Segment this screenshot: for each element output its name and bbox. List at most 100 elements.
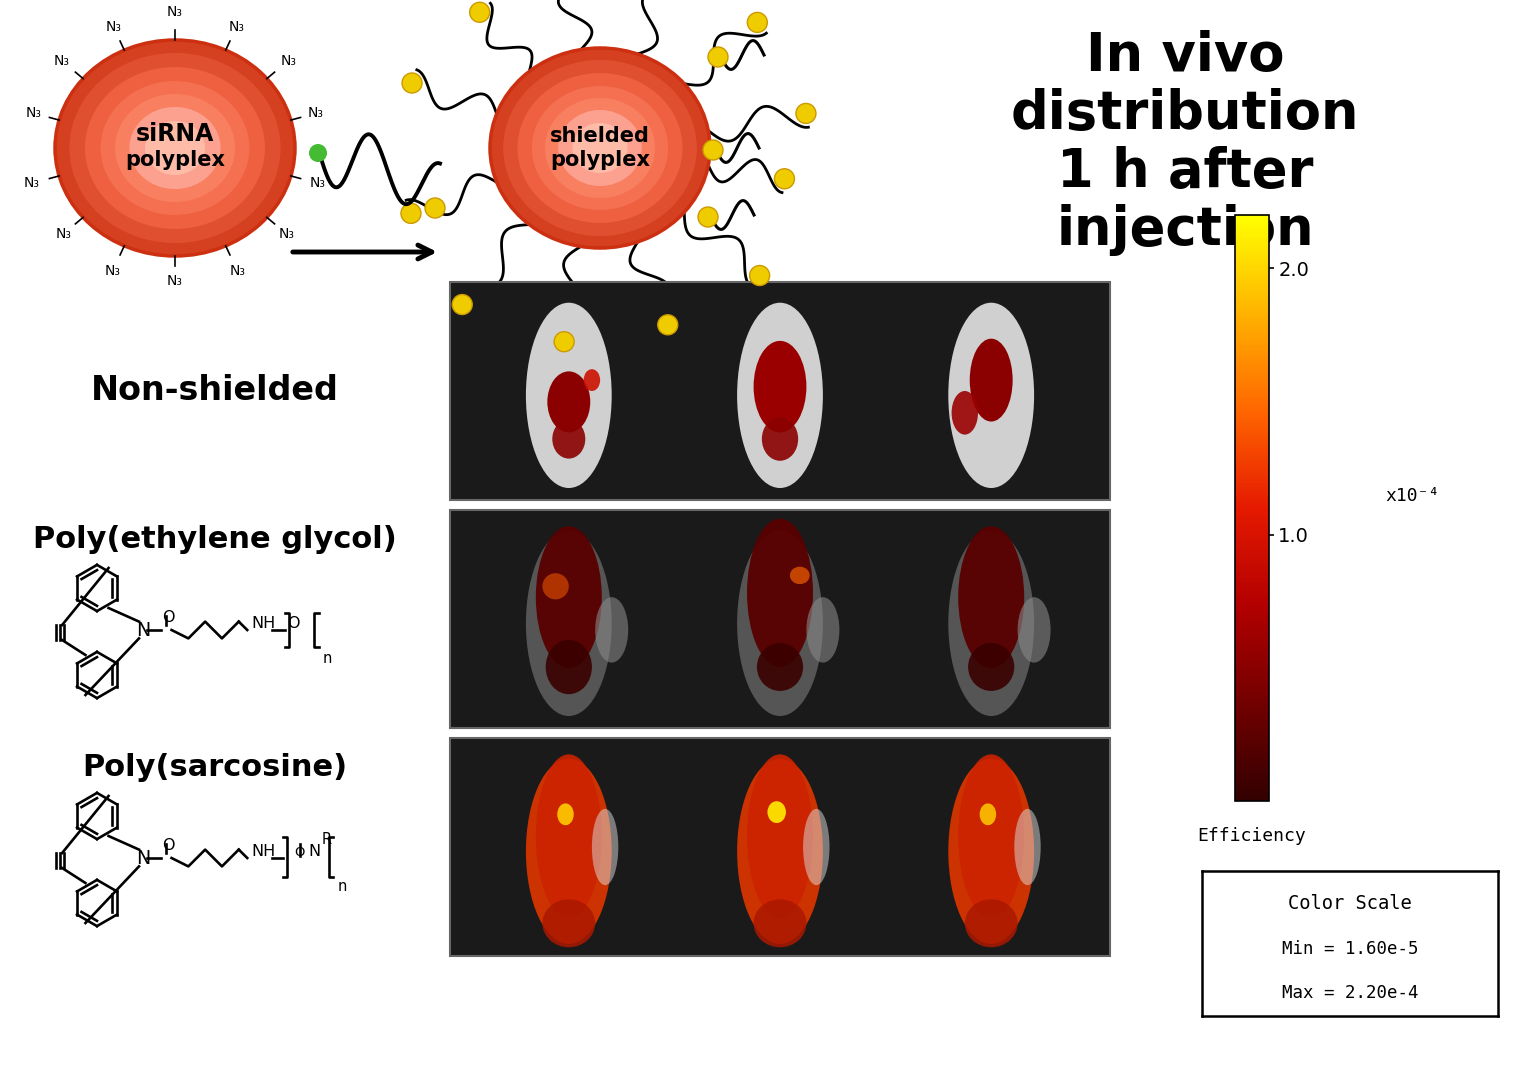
Ellipse shape — [764, 760, 797, 787]
Text: n: n — [338, 879, 347, 894]
Ellipse shape — [543, 573, 569, 600]
Text: N: N — [135, 620, 151, 640]
Circle shape — [698, 207, 718, 227]
Text: N₃: N₃ — [280, 54, 297, 68]
Ellipse shape — [948, 531, 1034, 716]
Ellipse shape — [543, 900, 595, 947]
Ellipse shape — [558, 110, 642, 186]
Ellipse shape — [1015, 808, 1040, 885]
Circle shape — [402, 203, 421, 224]
Text: N₃: N₃ — [278, 227, 295, 241]
Ellipse shape — [948, 303, 1034, 488]
Ellipse shape — [975, 532, 1008, 559]
Text: N₃: N₃ — [55, 227, 71, 241]
Ellipse shape — [517, 73, 683, 223]
Ellipse shape — [55, 40, 295, 256]
Text: Poly(ethylene glycol): Poly(ethylene glycol) — [33, 526, 397, 555]
Ellipse shape — [116, 94, 236, 202]
Ellipse shape — [552, 532, 586, 559]
Ellipse shape — [557, 803, 573, 826]
Ellipse shape — [747, 755, 814, 918]
Bar — [450, 282, 1110, 500]
Ellipse shape — [1018, 598, 1051, 662]
Ellipse shape — [762, 417, 799, 461]
Circle shape — [402, 73, 421, 94]
Circle shape — [424, 198, 446, 218]
Ellipse shape — [572, 123, 628, 173]
Ellipse shape — [753, 900, 806, 947]
Ellipse shape — [789, 567, 809, 584]
Text: shielded: shielded — [551, 126, 649, 146]
Text: polyplex: polyplex — [125, 151, 225, 170]
Circle shape — [795, 103, 815, 124]
Text: N: N — [135, 848, 151, 868]
Text: O: O — [287, 616, 300, 631]
Ellipse shape — [545, 98, 656, 198]
Circle shape — [750, 266, 770, 286]
Text: N₃: N₃ — [310, 176, 325, 190]
Ellipse shape — [552, 419, 586, 459]
Circle shape — [657, 315, 678, 334]
Ellipse shape — [503, 60, 697, 236]
Text: N₃: N₃ — [105, 19, 122, 33]
Ellipse shape — [738, 759, 823, 944]
Text: NH: NH — [251, 845, 275, 860]
Ellipse shape — [535, 755, 602, 918]
Text: Poly(sarcosine): Poly(sarcosine) — [82, 754, 348, 783]
Text: N: N — [309, 845, 321, 860]
Ellipse shape — [592, 808, 619, 885]
Text: Efficiency: Efficiency — [1197, 828, 1307, 845]
Ellipse shape — [948, 759, 1034, 944]
Ellipse shape — [70, 53, 280, 243]
Ellipse shape — [738, 303, 823, 488]
Circle shape — [470, 2, 490, 23]
Text: O: O — [295, 846, 304, 859]
Text: N₃: N₃ — [167, 274, 183, 288]
Ellipse shape — [764, 303, 797, 331]
Ellipse shape — [85, 67, 265, 229]
Ellipse shape — [768, 801, 786, 823]
Ellipse shape — [526, 303, 611, 488]
Text: x10⁻⁴: x10⁻⁴ — [1386, 487, 1440, 505]
Text: Max = 2.20e-4: Max = 2.20e-4 — [1282, 984, 1418, 1002]
Ellipse shape — [980, 803, 996, 826]
Text: N₃: N₃ — [26, 106, 43, 120]
Text: polyplex: polyplex — [551, 151, 649, 170]
Text: R: R — [322, 832, 332, 847]
Ellipse shape — [584, 369, 601, 391]
Ellipse shape — [803, 808, 829, 885]
Text: O: O — [163, 611, 175, 626]
Text: N₃: N₃ — [309, 106, 324, 120]
Ellipse shape — [535, 527, 602, 668]
Ellipse shape — [532, 86, 668, 210]
Circle shape — [703, 140, 722, 160]
Ellipse shape — [952, 391, 978, 434]
Text: NH: NH — [251, 616, 275, 631]
Ellipse shape — [526, 759, 611, 944]
Ellipse shape — [144, 121, 205, 175]
Ellipse shape — [757, 643, 803, 691]
Ellipse shape — [129, 106, 221, 189]
Ellipse shape — [526, 531, 611, 716]
Ellipse shape — [490, 48, 710, 248]
Ellipse shape — [975, 760, 1008, 787]
Ellipse shape — [764, 532, 797, 559]
Ellipse shape — [548, 371, 590, 432]
Text: n: n — [322, 650, 332, 665]
Ellipse shape — [100, 81, 249, 215]
Text: O: O — [163, 838, 175, 854]
Text: N₃: N₃ — [105, 264, 120, 278]
Bar — [450, 739, 1110, 956]
Text: N₃: N₃ — [24, 176, 40, 190]
Ellipse shape — [552, 760, 586, 787]
Ellipse shape — [595, 598, 628, 662]
Text: siRNA: siRNA — [135, 121, 214, 146]
Ellipse shape — [958, 527, 1024, 668]
Text: Min = 1.60e-5: Min = 1.60e-5 — [1282, 941, 1418, 959]
Circle shape — [309, 144, 327, 162]
Text: In vivo
distribution
1 h after
injection: In vivo distribution 1 h after injection — [1011, 30, 1360, 257]
Bar — [450, 510, 1110, 728]
Circle shape — [774, 169, 794, 189]
Text: N₃: N₃ — [230, 264, 245, 278]
Text: Non-shielded: Non-shielded — [91, 374, 339, 407]
